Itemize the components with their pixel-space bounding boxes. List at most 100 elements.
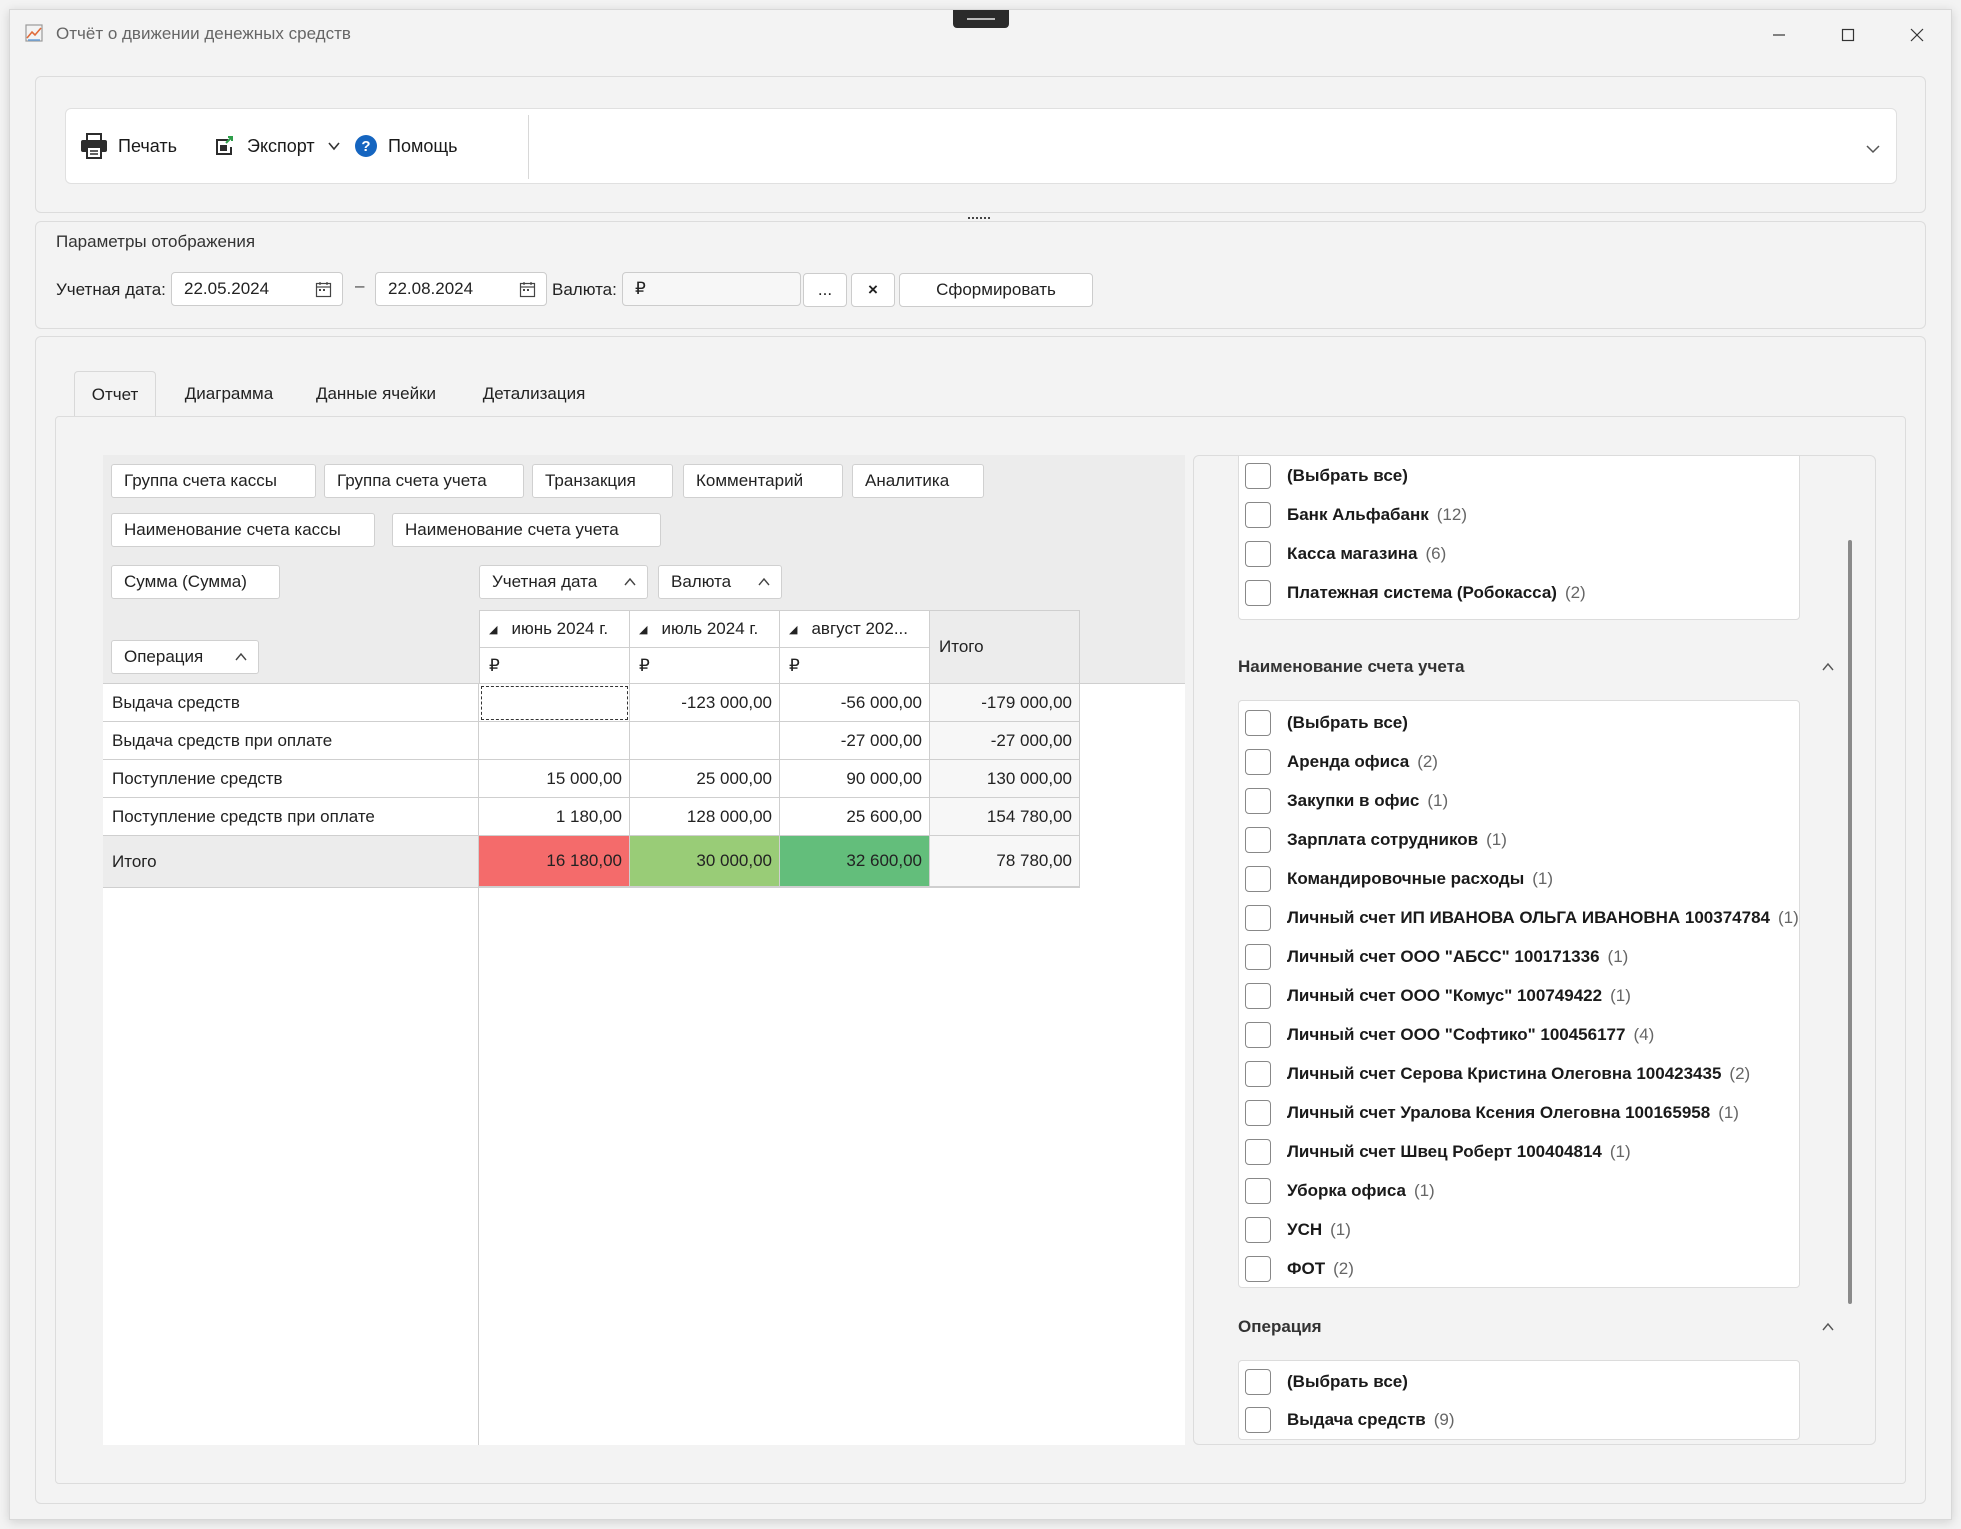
filter-item[interactable]: Выдача средств (9) [1245,1405,1455,1435]
filter-field-cash-group[interactable]: Группа счета кассы [111,464,316,498]
minimize-button[interactable] [1756,20,1802,50]
data-cell[interactable] [479,684,630,722]
filter-item[interactable]: Платежная система (Робокасса) (2) [1245,578,1586,608]
data-cell[interactable]: 25 600,00 [780,798,930,836]
filter-field-cash-account-name[interactable]: Наименование счета кассы [111,513,375,547]
column-total-cell[interactable]: 30 000,00 [630,836,780,888]
currency-browse-button[interactable]: ... [803,273,847,307]
collapse-icon[interactable]: ◢ [639,623,648,636]
checkbox[interactable] [1245,1217,1271,1243]
column-total-cell[interactable]: 32 600,00 [780,836,930,888]
data-cell[interactable]: 25 000,00 [630,760,780,798]
checkbox[interactable] [1245,1022,1271,1048]
filter-item[interactable]: Личный счет ООО "Комус" 100749422 (1) [1245,981,1631,1011]
checkbox[interactable] [1245,463,1271,489]
filter-item[interactable]: Уборка офиса (1) [1245,1176,1435,1206]
maximize-button[interactable] [1825,20,1871,50]
row-total-cell[interactable]: -27 000,00 [930,722,1080,760]
filter-item[interactable]: Зарплата сотрудников (1) [1245,825,1507,855]
filter-item[interactable]: Личный счет Уралова Ксения Олеговна 1001… [1245,1098,1739,1128]
filter-panel-scrollbar[interactable] [1848,540,1852,1304]
filter-item[interactable]: ФОТ (2) [1245,1254,1354,1284]
data-cell[interactable]: 128 000,00 [630,798,780,836]
date-to-input[interactable]: 22.08.2024 [375,272,547,306]
export-button[interactable]: Экспорт [213,131,341,161]
filter-item[interactable]: (Выбрать все) [1245,708,1416,738]
tab-report[interactable]: Отчет [74,371,156,417]
calendar-icon[interactable] [519,281,536,298]
ribbon-collapse-icon[interactable] [1865,141,1881,157]
checkbox[interactable] [1245,1256,1271,1282]
data-cell[interactable]: -56 000,00 [780,684,930,722]
filter-item[interactable]: (Выбрать все) [1245,461,1416,491]
column-header-july[interactable]: ◢ июль 2024 г. [630,610,780,648]
checkbox[interactable] [1245,944,1271,970]
checkbox[interactable] [1245,983,1271,1009]
splitter-grip[interactable] [968,217,990,220]
row-field-operation[interactable]: Операция [111,640,259,674]
filter-item[interactable]: Личный счет ООО "АБСС" 100171336 (1) [1245,942,1628,972]
filter-item[interactable]: Личный счет ООО "Софтико" 100456177 (4) [1245,1020,1654,1050]
filter-field-account-group[interactable]: Группа счета учета [324,464,524,498]
row-total-cell[interactable]: -179 000,00 [930,684,1080,722]
filter-item[interactable]: Личный счет Серова Кристина Олеговна 100… [1245,1059,1750,1089]
column-field-date[interactable]: Учетная дата [479,565,648,599]
filter-item[interactable]: Закупки в офис (1) [1245,786,1448,816]
checkbox[interactable] [1245,1139,1271,1165]
data-cell[interactable]: -123 000,00 [630,684,780,722]
filter-item[interactable]: Банк Альфабанк (12) [1245,500,1467,530]
data-cell[interactable]: 1 180,00 [479,798,630,836]
checkbox[interactable] [1245,710,1271,736]
tab-details[interactable]: Детализация [482,384,586,403]
filter-item[interactable]: Личный счет ИП ИВАНОВА ОЛЬГА ИВАНОВНА 10… [1245,903,1799,933]
checkbox[interactable] [1245,866,1271,892]
column-header-june[interactable]: ◢ июнь 2024 г. [479,610,630,648]
filter-item[interactable]: Командировочные расходы (1) [1245,864,1553,894]
calendar-icon[interactable] [315,281,332,298]
data-cell[interactable]: 90 000,00 [780,760,930,798]
checkbox[interactable] [1245,541,1271,567]
grand-total-cell[interactable]: 78 780,00 [930,836,1080,888]
filter-field-transaction[interactable]: Транзакция [532,464,673,498]
generate-button[interactable]: Сформировать [899,273,1093,307]
collapse-icon[interactable]: ◢ [789,623,798,636]
column-header-august[interactable]: ◢ август 202... [780,610,930,648]
row-header[interactable]: Выдача средств [103,684,479,722]
checkbox[interactable] [1245,1407,1271,1433]
checkbox[interactable] [1245,1178,1271,1204]
chevron-up-icon[interactable] [1821,660,1835,674]
currency-input[interactable]: ₽ [622,272,801,306]
tab-cell-data[interactable]: Данные ячейки [315,384,437,403]
data-field-sum[interactable]: Сумма (Сумма) [111,565,280,599]
checkbox[interactable] [1245,788,1271,814]
help-button[interactable]: ? Помощь [354,131,458,161]
checkbox[interactable] [1245,1061,1271,1087]
checkbox[interactable] [1245,580,1271,606]
filter-item[interactable]: Аренда офиса (2) [1245,747,1438,777]
row-header[interactable]: Поступление средств [103,760,479,798]
data-cell[interactable] [630,722,780,760]
collapse-icon[interactable]: ◢ [489,623,498,636]
checkbox[interactable] [1245,1100,1271,1126]
data-cell[interactable]: 15 000,00 [479,760,630,798]
close-button[interactable] [1894,20,1940,50]
row-total-cell[interactable]: 154 780,00 [930,798,1080,836]
filter-item[interactable]: Касса магазина (6) [1245,539,1446,569]
filter-item[interactable]: Личный счет Швец Роберт 100404814 (1) [1245,1137,1631,1167]
checkbox[interactable] [1245,502,1271,528]
row-total-cell[interactable]: 130 000,00 [930,760,1080,798]
filter-field-comment[interactable]: Комментарий [683,464,843,498]
filter-field-analytics[interactable]: Аналитика [852,464,984,498]
data-cell[interactable]: -27 000,00 [780,722,930,760]
filter-field-account-name[interactable]: Наименование счета учета [392,513,661,547]
checkbox[interactable] [1245,1369,1271,1395]
row-header[interactable]: Выдача средств при оплате [103,722,479,760]
checkbox[interactable] [1245,905,1271,931]
column-field-currency[interactable]: Валюта [658,565,782,599]
chevron-up-icon[interactable] [1821,1320,1835,1334]
tab-chart[interactable]: Диаграмма [184,384,274,403]
checkbox[interactable] [1245,749,1271,775]
column-total-cell[interactable]: 16 180,00 [479,836,630,888]
date-from-input[interactable]: 22.05.2024 [171,272,343,306]
row-header[interactable]: Поступление средств при оплате [103,798,479,836]
